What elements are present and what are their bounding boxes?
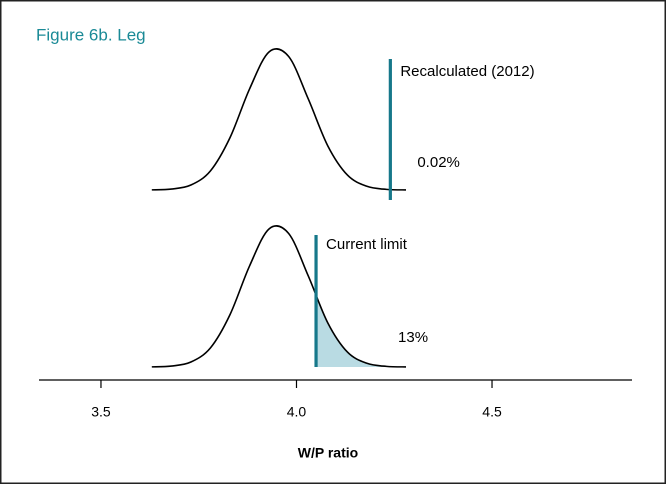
limit-label: Recalculated (2012) xyxy=(400,63,534,80)
density-curve xyxy=(151,48,407,191)
density-curve xyxy=(151,225,407,368)
chart-title: Figure 6b. Leg xyxy=(36,25,146,44)
tail-label: 0.02% xyxy=(417,154,460,171)
x-tick-label: 4.0 xyxy=(287,404,307,420)
limit-label: Current limit xyxy=(326,236,408,253)
tail-area xyxy=(316,294,406,367)
x-axis-label: W/P ratio xyxy=(298,445,358,461)
x-tick-label: 3.5 xyxy=(91,404,111,420)
x-tick-label: 4.5 xyxy=(482,404,502,420)
tail-label: 13% xyxy=(398,329,428,346)
